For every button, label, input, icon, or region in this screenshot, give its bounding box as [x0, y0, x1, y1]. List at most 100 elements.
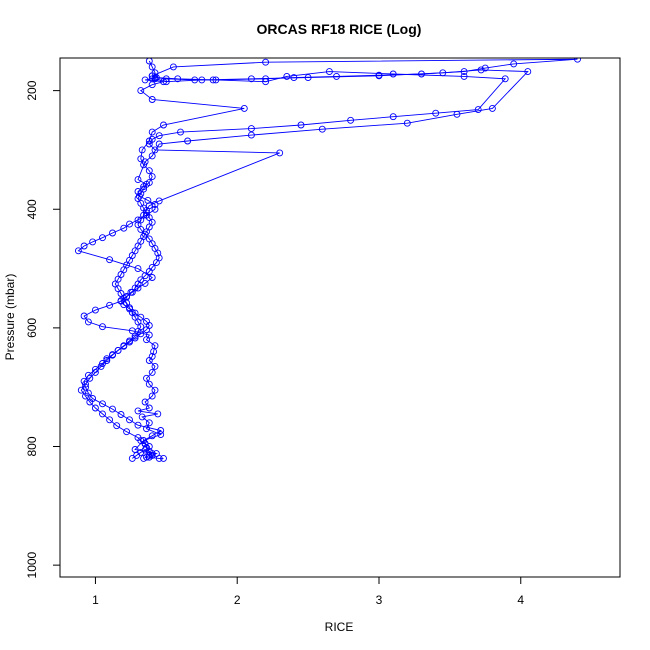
- data-point: [148, 135, 156, 143]
- data-point: [240, 104, 248, 112]
- y-tick-label: 400: [25, 199, 39, 219]
- data-point: [145, 380, 153, 388]
- y-axis-label: Pressure (mbar): [3, 274, 17, 361]
- data-point: [460, 72, 468, 80]
- data-point: [120, 224, 128, 232]
- data-point: [141, 158, 149, 166]
- data-point: [510, 60, 518, 68]
- data-point: [82, 392, 89, 400]
- data-point: [155, 140, 163, 148]
- data-point: [134, 407, 142, 415]
- data-point: [89, 238, 97, 246]
- data-point: [151, 205, 159, 213]
- data-point: [126, 337, 133, 345]
- plot-area: [59, 57, 621, 578]
- data-point: [148, 72, 156, 80]
- data-point: [283, 72, 291, 80]
- data-point: [148, 128, 156, 136]
- data-point: [138, 146, 146, 154]
- data-point: [99, 323, 106, 331]
- y-tick-label: 800: [25, 436, 39, 456]
- data-point: [134, 421, 142, 429]
- data-point: [389, 113, 397, 121]
- data-point: [86, 398, 94, 406]
- series-line-2: [83, 60, 507, 459]
- x-axis-label: RICE: [325, 620, 354, 634]
- data-point: [247, 131, 255, 139]
- data-point: [432, 109, 440, 117]
- data-point: [148, 63, 156, 71]
- data-point: [453, 110, 461, 118]
- data-point: [157, 431, 165, 439]
- y-axis: 200 400 600 800 1000: [25, 80, 61, 578]
- data-point: [160, 121, 167, 129]
- data-point: [148, 173, 156, 181]
- data-point: [198, 76, 206, 84]
- data-point: [155, 254, 163, 262]
- data-point: [113, 422, 121, 430]
- data-point: [152, 450, 160, 458]
- data-point: [109, 351, 116, 359]
- data-point: [80, 312, 88, 320]
- data-point: [141, 398, 149, 406]
- data-point: [151, 386, 159, 394]
- data-point: [97, 362, 105, 370]
- data-point: [148, 274, 156, 281]
- data-point: [134, 265, 142, 273]
- data-point: [131, 334, 139, 342]
- data-point: [184, 137, 192, 145]
- x-axis: 1 2 3 4: [92, 576, 524, 607]
- data-point: [109, 229, 116, 237]
- data-point: [262, 58, 270, 66]
- data-point: [481, 64, 489, 72]
- data-point: [82, 380, 89, 388]
- data-point: [574, 58, 581, 63]
- data-point: [137, 87, 145, 95]
- data-point: [148, 392, 156, 400]
- data-point: [155, 197, 163, 205]
- data-point: [123, 428, 131, 436]
- data-point: [145, 58, 153, 65]
- data-point: [141, 272, 149, 280]
- data-point: [474, 106, 482, 114]
- data-point: [304, 74, 312, 82]
- data-point: [103, 355, 111, 363]
- data-point: [74, 247, 82, 255]
- y-tick-label: 600: [25, 318, 39, 338]
- data-point: [145, 202, 153, 210]
- data-point: [91, 404, 99, 412]
- data-point: [375, 72, 383, 80]
- data-point: [143, 180, 150, 188]
- data-point: [154, 410, 162, 418]
- data-point: [117, 411, 125, 418]
- data-point: [162, 78, 170, 86]
- data-point: [138, 413, 146, 421]
- data-point: [84, 318, 92, 326]
- data-point: [325, 68, 333, 76]
- x-tick-label: 4: [517, 593, 524, 607]
- data-point: [106, 301, 114, 309]
- data-point: [169, 63, 177, 71]
- data-point: [160, 454, 167, 462]
- data-point: [148, 368, 156, 376]
- y-tick-label: 1000: [25, 551, 39, 578]
- data-point: [151, 362, 159, 370]
- data-point: [99, 410, 106, 418]
- data-point: [501, 75, 509, 83]
- data-point: [148, 96, 156, 103]
- data-point: [114, 346, 122, 354]
- data-point: [145, 167, 153, 175]
- data-point: [145, 404, 153, 412]
- data-point: [177, 128, 184, 136]
- data-point: [141, 446, 149, 454]
- data-point: [247, 125, 255, 133]
- data-point: [145, 235, 153, 243]
- data-point: [347, 116, 355, 124]
- data-point: [145, 419, 153, 427]
- data-point: [403, 119, 411, 127]
- data-point: [276, 149, 284, 157]
- data-point: [148, 432, 156, 440]
- data-point: [145, 331, 153, 339]
- data-point: [143, 374, 150, 382]
